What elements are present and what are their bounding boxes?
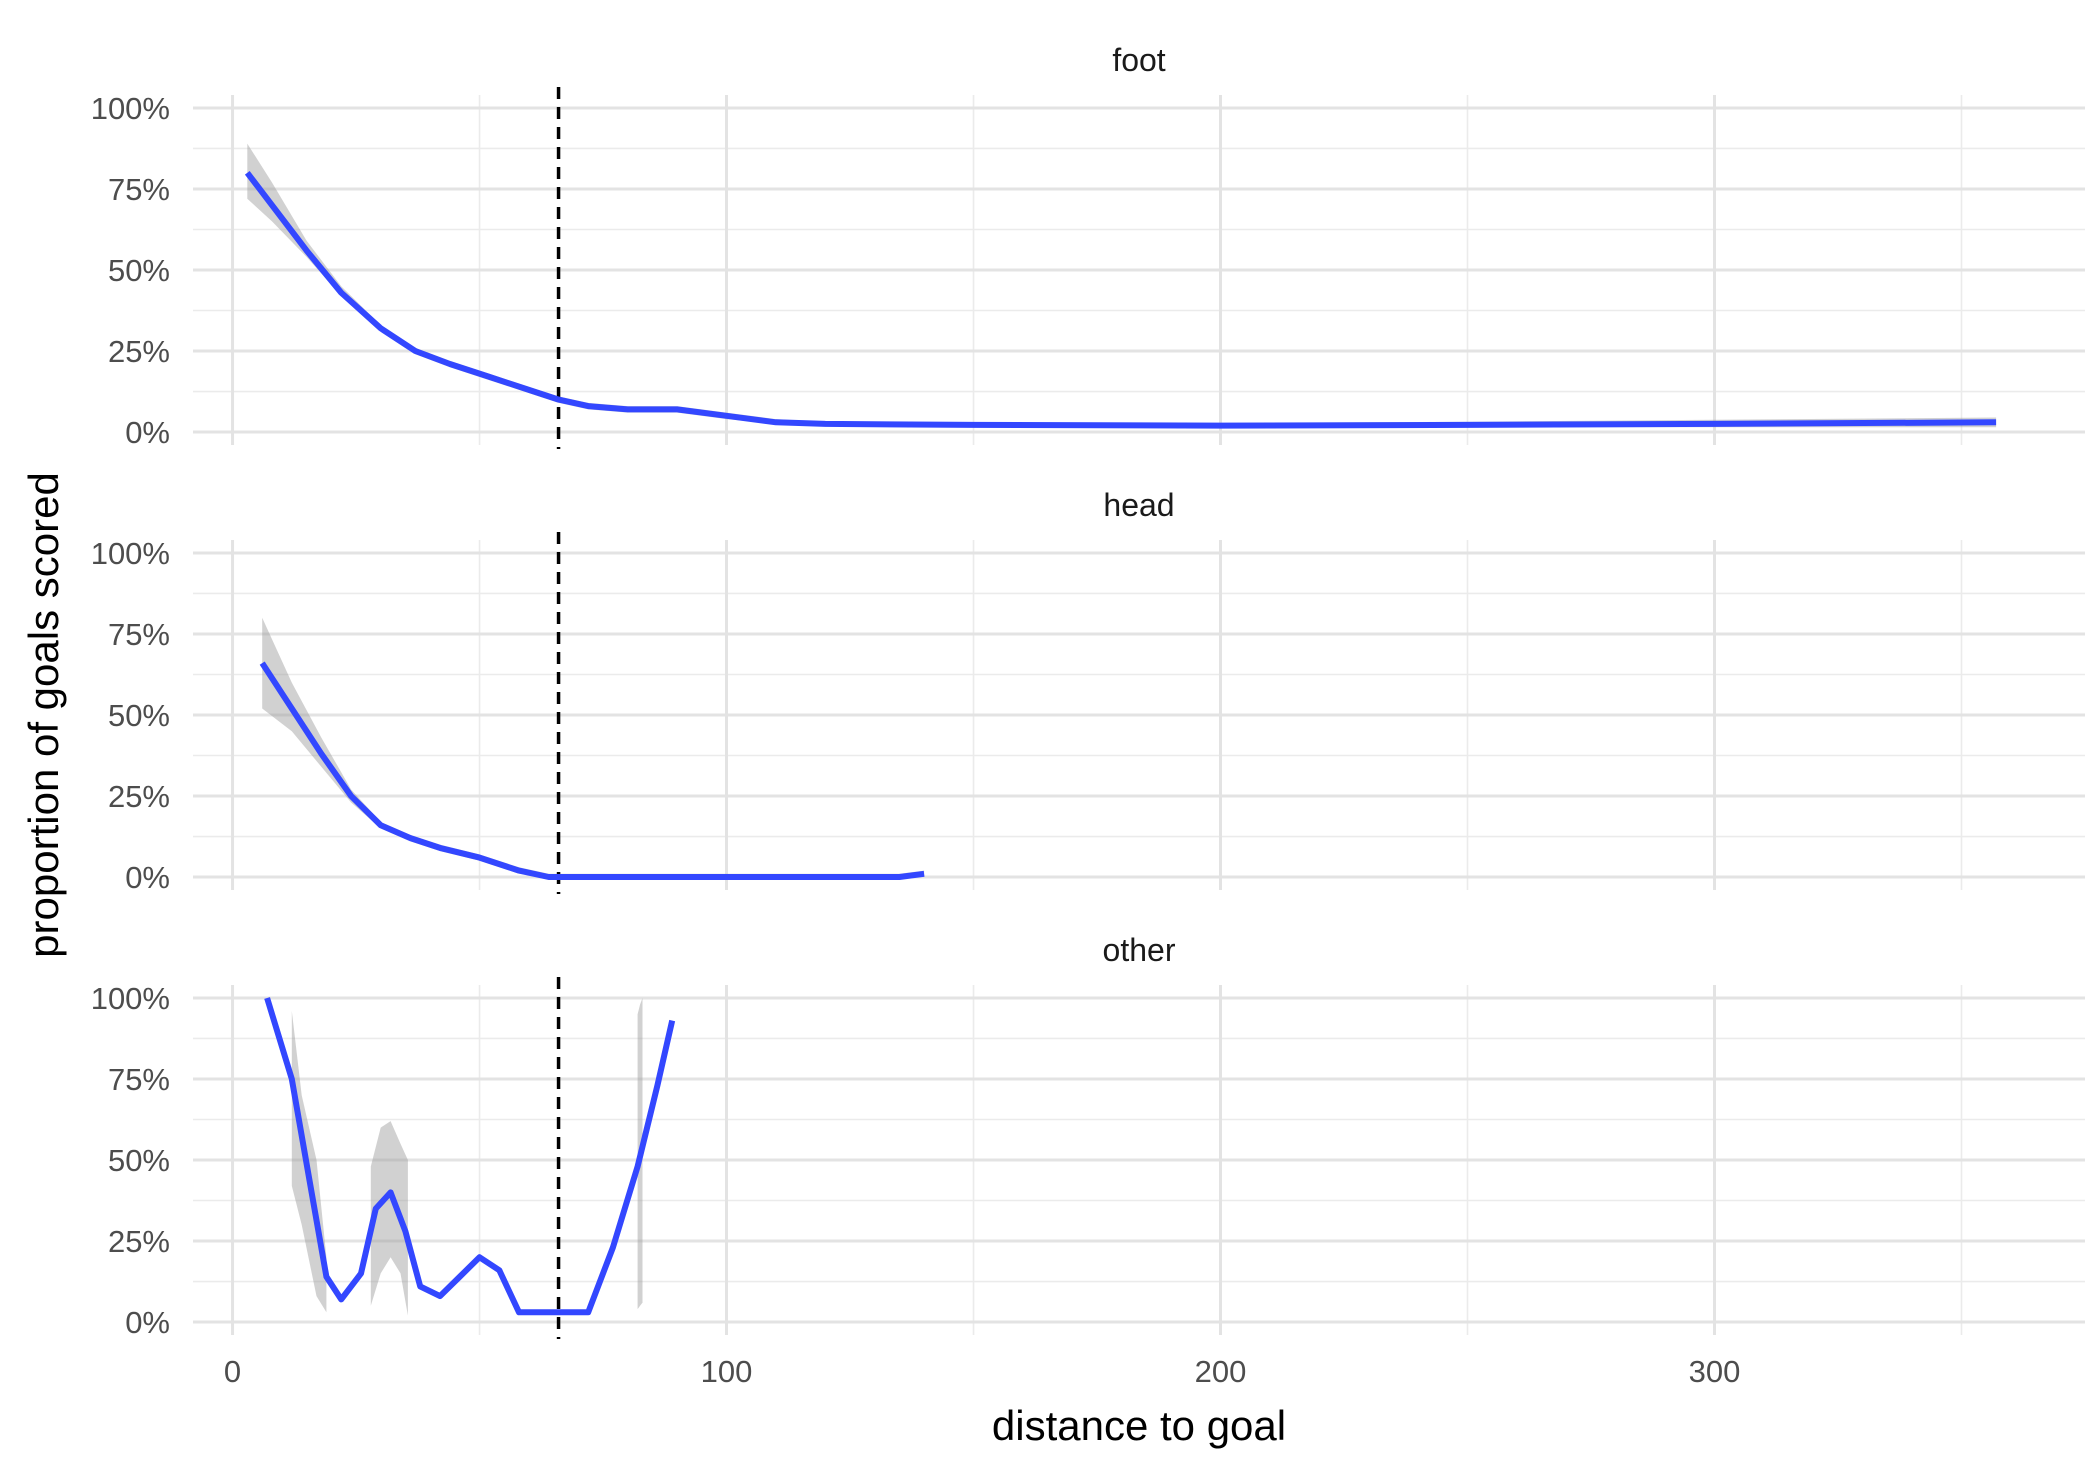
y-tick-label: 75%: [108, 172, 170, 207]
y-tick-label: 50%: [108, 253, 170, 288]
y-tick-label: 0%: [125, 860, 170, 895]
panel-head: 0% 25% 50% 75% 100% head: [91, 487, 2085, 895]
y-tick-label: 25%: [108, 779, 170, 814]
confidence-ribbon: [262, 617, 925, 877]
series-line: [259, 661, 925, 880]
x-axis-title: distance to goal: [992, 1402, 1286, 1449]
x-tick-label: 300: [1689, 1354, 1741, 1389]
confidence-ribbon: [370, 1121, 408, 1316]
y-tick-label: 0%: [125, 415, 170, 450]
y-tick-label: 25%: [108, 334, 170, 369]
y-tick-label: 75%: [108, 1062, 170, 1097]
panel-other: 0% 25% 50% 75% 100% other: [91, 932, 2085, 1340]
y-tick-label: 25%: [108, 1224, 170, 1259]
panel-foot: 0% 25% 50% 75% 100% foot: [91, 42, 2085, 450]
y-tick-label: 50%: [108, 698, 170, 733]
x-tick-label: 100: [701, 1354, 753, 1389]
x-tick-label: 0: [224, 1354, 241, 1389]
y-axis-title: proportion of goals scored: [20, 472, 67, 958]
y-tick-label: 100%: [91, 91, 170, 126]
facet-strip-label: head: [1103, 487, 1174, 523]
y-tick-label: 100%: [91, 981, 170, 1016]
y-tick-label: 0%: [125, 1305, 170, 1340]
y-tick-label: 100%: [91, 536, 170, 571]
facet-strip-label: foot: [1112, 42, 1165, 78]
facet-strip-label: other: [1103, 932, 1176, 968]
y-tick-label: 75%: [108, 617, 170, 652]
series-line: [264, 997, 676, 1316]
y-tick-label: 50%: [108, 1143, 170, 1178]
x-tick-label: 200: [1195, 1354, 1247, 1389]
series-line: [244, 170, 1997, 429]
